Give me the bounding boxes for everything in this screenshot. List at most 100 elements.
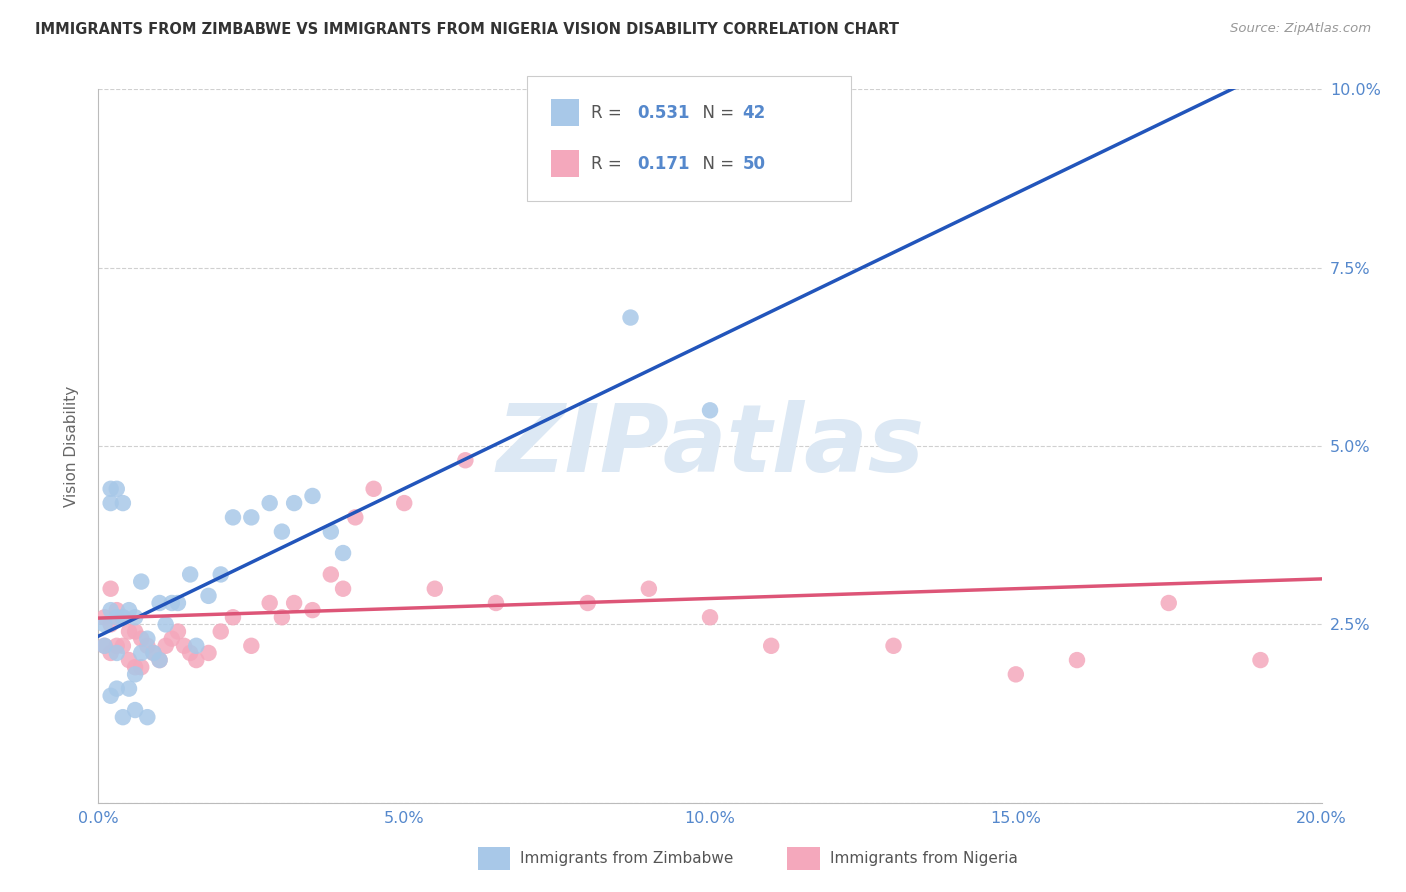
Point: [100, 496, 122, 510]
Point: [209, 567, 232, 582]
Point: [129, 632, 152, 646]
Point: [93, 617, 115, 632]
Point: [124, 624, 146, 639]
Point: [167, 624, 190, 639]
Point: [118, 653, 141, 667]
Point: [546, 118, 568, 132]
Point: [105, 681, 128, 696]
Point: [149, 653, 172, 667]
Point: [1157, 596, 1180, 610]
Point: [883, 639, 905, 653]
Point: [344, 510, 367, 524]
Text: 50: 50: [742, 155, 765, 173]
Point: [699, 403, 721, 417]
Point: [105, 610, 128, 624]
Point: [149, 653, 172, 667]
Point: [111, 496, 134, 510]
Point: [118, 681, 141, 696]
Point: [118, 624, 141, 639]
Point: [129, 646, 152, 660]
Point: [155, 617, 177, 632]
Point: [129, 660, 152, 674]
Text: 0.171: 0.171: [637, 155, 689, 173]
Point: [111, 610, 134, 624]
Point: [1249, 653, 1271, 667]
Point: [105, 482, 128, 496]
Point: [100, 689, 122, 703]
Point: [319, 567, 342, 582]
Point: [332, 546, 354, 560]
Point: [179, 646, 201, 660]
Point: [100, 617, 122, 632]
Point: [111, 610, 134, 624]
Point: [100, 482, 122, 496]
Point: [149, 596, 172, 610]
Text: Immigrants from Nigeria: Immigrants from Nigeria: [830, 851, 1018, 865]
Y-axis label: Vision Disability: Vision Disability: [65, 385, 79, 507]
Point: [93, 610, 115, 624]
Point: [129, 574, 152, 589]
Text: IMMIGRANTS FROM ZIMBABWE VS IMMIGRANTS FROM NIGERIA VISION DISABILITY CORRELATIO: IMMIGRANTS FROM ZIMBABWE VS IMMIGRANTS F…: [35, 22, 900, 37]
Point: [222, 510, 245, 524]
Point: [240, 510, 263, 524]
Point: [186, 639, 208, 653]
Point: [173, 639, 195, 653]
Point: [105, 603, 128, 617]
Point: [142, 646, 165, 660]
Point: [363, 482, 385, 496]
Point: [100, 603, 122, 617]
Point: [699, 610, 721, 624]
Point: [392, 496, 416, 510]
Point: [759, 639, 782, 653]
Text: Immigrants from Zimbabwe: Immigrants from Zimbabwe: [520, 851, 734, 865]
Point: [454, 453, 477, 467]
Text: Source: ZipAtlas.com: Source: ZipAtlas.com: [1230, 22, 1371, 36]
Point: [124, 703, 146, 717]
Point: [1066, 653, 1088, 667]
Point: [136, 632, 159, 646]
Text: 42: 42: [742, 103, 766, 121]
Text: ZIPatlas: ZIPatlas: [496, 400, 924, 492]
Point: [485, 596, 508, 610]
Point: [124, 610, 146, 624]
Point: [301, 489, 323, 503]
Text: R =: R =: [591, 155, 627, 173]
Point: [111, 639, 134, 653]
Point: [283, 496, 305, 510]
Point: [142, 646, 165, 660]
Point: [179, 567, 201, 582]
Point: [301, 603, 323, 617]
Point: [93, 639, 115, 653]
Text: N =: N =: [692, 103, 740, 121]
Point: [197, 589, 219, 603]
Point: [619, 310, 641, 325]
Point: [160, 632, 183, 646]
Point: [118, 603, 141, 617]
Point: [222, 610, 245, 624]
Point: [332, 582, 354, 596]
Point: [136, 710, 159, 724]
Point: [576, 596, 599, 610]
Point: [270, 524, 292, 539]
Point: [259, 496, 281, 510]
Point: [637, 582, 661, 596]
Point: [111, 710, 134, 724]
Point: [197, 646, 219, 660]
Point: [259, 596, 281, 610]
Point: [105, 646, 128, 660]
Point: [136, 639, 159, 653]
Point: [209, 624, 232, 639]
Point: [100, 646, 122, 660]
Point: [186, 653, 208, 667]
Point: [160, 596, 183, 610]
Text: R =: R =: [591, 103, 627, 121]
Point: [270, 610, 292, 624]
Point: [167, 596, 190, 610]
Point: [283, 596, 305, 610]
Text: N =: N =: [692, 155, 740, 173]
Point: [93, 639, 115, 653]
Point: [105, 639, 128, 653]
Point: [124, 660, 146, 674]
Point: [319, 524, 342, 539]
Point: [240, 639, 263, 653]
